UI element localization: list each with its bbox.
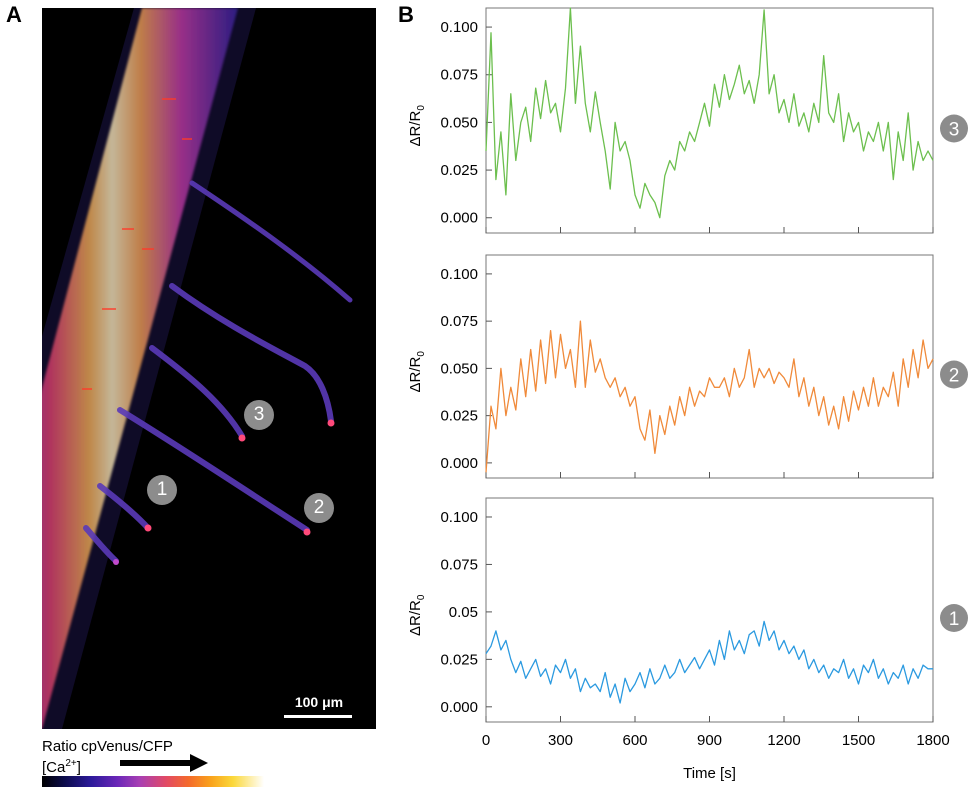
roi-badge-label: 3	[253, 404, 265, 425]
y-tick-label: 0.100	[440, 266, 478, 283]
ion-prefix: [Ca	[42, 759, 66, 776]
ion-suffix: ]	[76, 759, 81, 776]
y-tick-label: 0.05	[449, 604, 478, 621]
y-tick-label: 0.100	[440, 509, 478, 526]
trace-line-2	[485, 320, 934, 473]
roi-badge-label: 2	[949, 366, 960, 387]
increase-arrow-icon	[120, 754, 208, 772]
roi-badge-label: 1	[156, 479, 168, 500]
y-tick-label: 0.075	[440, 556, 478, 573]
y-tick-label: 0.025	[440, 408, 478, 425]
plot-frame-2	[485, 254, 934, 479]
ion-superscript: 2+	[65, 758, 77, 769]
x-tick-label: 1200	[767, 732, 800, 749]
y-tick-label: 0.050	[440, 360, 478, 377]
y-axis-label: ΔR/R0	[407, 594, 427, 636]
colorbar	[42, 776, 264, 787]
plot-frame-1	[485, 497, 934, 723]
y-tick-label: 0.050	[440, 114, 478, 131]
y-tick-label: 0.075	[440, 313, 478, 330]
trace-line-3	[485, 7, 934, 219]
y-axis-label: ΔR/R0	[407, 351, 427, 393]
plot-frame-3	[485, 7, 934, 234]
y-tick-label: 0.075	[440, 67, 478, 84]
roi-badge-3: 3	[244, 400, 274, 430]
colorbar-ion-label: [Ca2+]	[42, 755, 81, 776]
trace-line-1	[485, 620, 933, 704]
y-tick-label: 0.025	[440, 651, 478, 668]
roi-badge-3	[940, 114, 968, 143]
x-axis-label: Time [s]	[683, 765, 736, 782]
y-tick-label: 0.025	[440, 162, 478, 179]
hair-tips	[113, 419, 335, 565]
roi-badge-label: 2	[313, 497, 325, 518]
calcium-ratio-image: 1 2 3 100 μm	[42, 8, 376, 729]
y-tick-label: 0.100	[440, 19, 478, 36]
x-tick-label: 600	[622, 732, 647, 749]
roi-badge-2	[940, 360, 968, 389]
x-tick-label: 1800	[916, 732, 949, 749]
x-tick-label: 0	[482, 732, 490, 749]
colorbar-title: Ratio cpVenus/CFP	[42, 738, 173, 755]
root-hairs-illustration	[42, 8, 353, 729]
x-tick-label: 1500	[842, 732, 875, 749]
panel-letter-a: A	[6, 2, 22, 27]
y-axis-label: ΔR/R0	[407, 105, 427, 147]
y-tick-label: 0.000	[440, 210, 478, 227]
roi-badge-2: 2	[304, 493, 334, 523]
scale-bar	[284, 715, 352, 718]
scale-bar-label: 100 μm	[294, 694, 344, 710]
roi-badge-label: 3	[949, 120, 960, 141]
x-tick-label: 300	[548, 732, 573, 749]
y-tick-label: 0.000	[440, 455, 478, 472]
x-tick-label: 900	[697, 732, 722, 749]
roi-badge-1: 1	[147, 475, 177, 505]
roi-badge-label: 1	[949, 609, 960, 630]
panel-letter-b: B	[398, 2, 414, 27]
roi-badge-1	[940, 604, 968, 632]
y-tick-label: 0.000	[440, 699, 478, 716]
